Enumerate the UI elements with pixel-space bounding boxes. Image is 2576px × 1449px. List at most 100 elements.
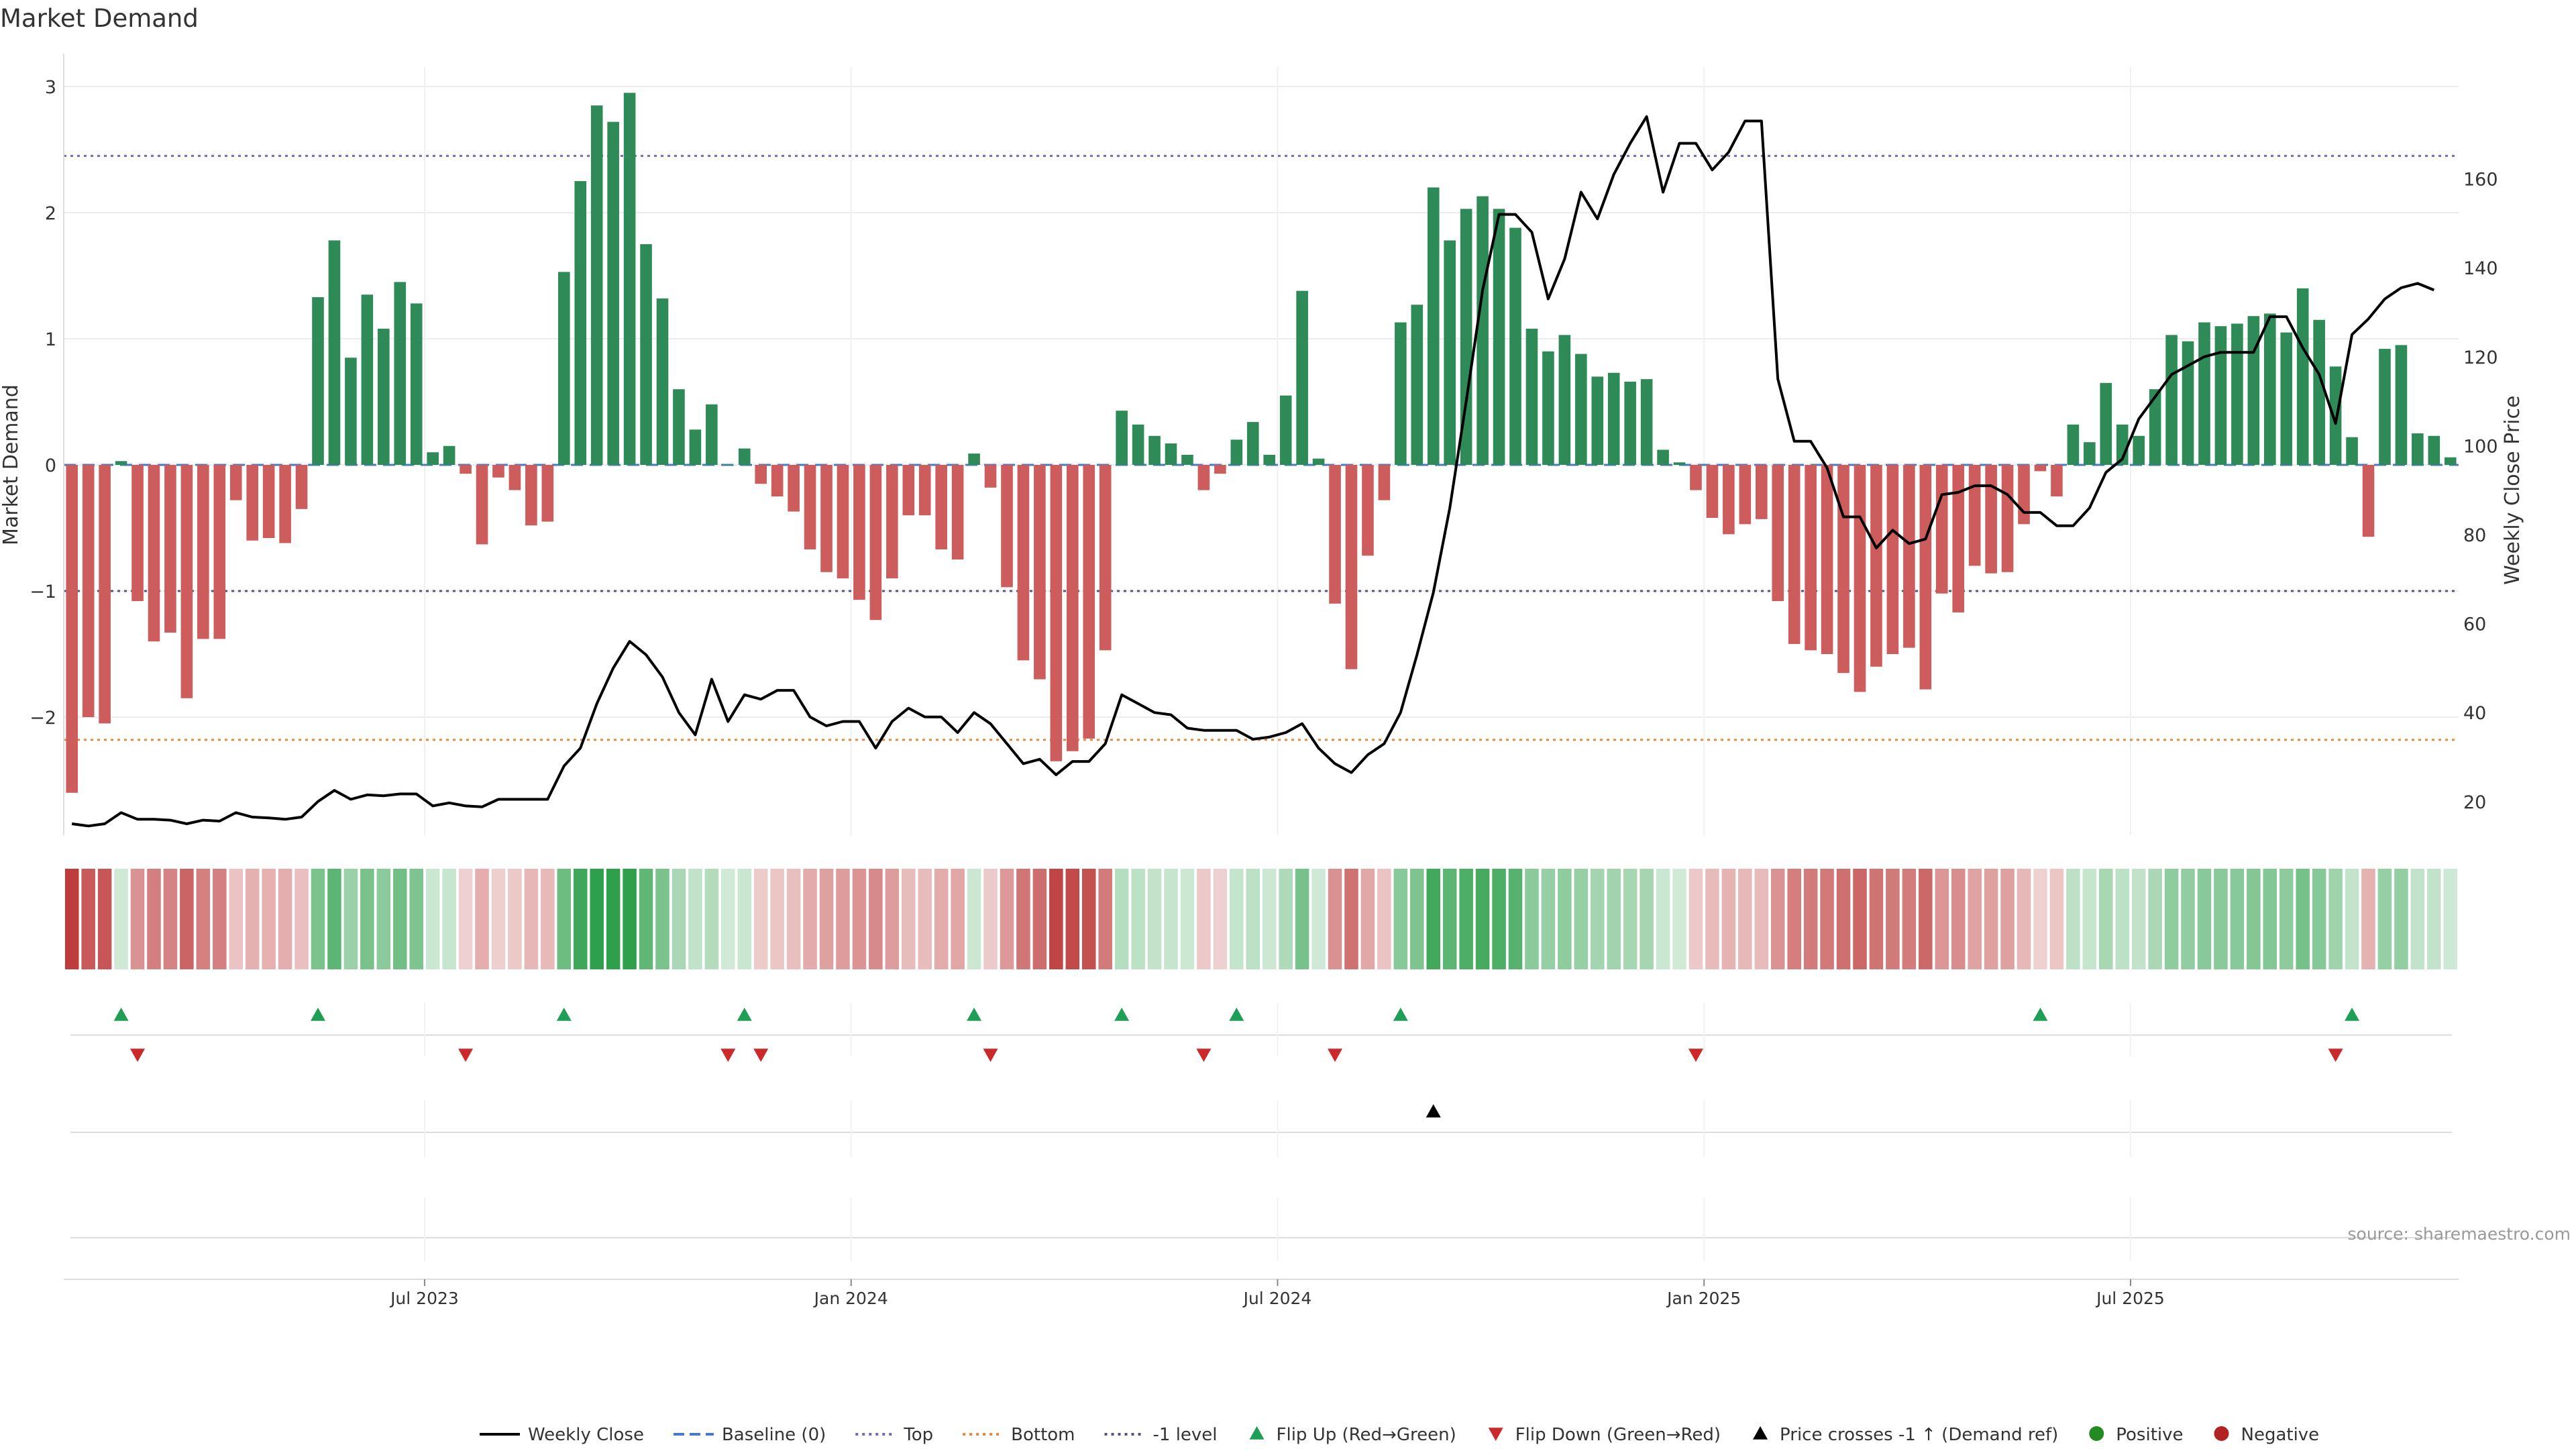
right-tick-label: 80 <box>2463 525 2486 546</box>
demand-bar <box>2100 382 2112 465</box>
demand-bar <box>82 465 95 717</box>
heat-cell <box>1311 869 1326 969</box>
demand-bar <box>2263 313 2276 465</box>
legend-item: Flip Down (Green→Red) <box>1488 1425 1721 1445</box>
legend-label: Top <box>903 1425 933 1445</box>
demand-bar <box>443 445 455 465</box>
flip-down-marker <box>753 1049 769 1062</box>
demand-bar <box>623 93 636 465</box>
demand-bar <box>2329 366 2342 465</box>
demand-bar <box>1525 328 1538 465</box>
heat-cell <box>1984 869 1998 969</box>
demand-bar <box>2444 457 2457 465</box>
heat-cell <box>2377 869 2392 969</box>
demand-bar <box>492 465 504 478</box>
demand-bar <box>640 244 652 465</box>
right-axis-title: Weekly Close Price <box>2501 396 2524 585</box>
gridlines <box>64 67 2459 835</box>
flip-down-marker <box>1688 1049 1703 1062</box>
demand-bar <box>918 465 931 516</box>
axes: −2 −1 0 1 2 3 20 40 60 80 100 120 140 160 Market Deman… <box>0 54 2524 835</box>
heat-cell <box>1836 869 1851 969</box>
demand-bar <box>1870 465 1882 667</box>
demand-bar <box>1772 465 1784 602</box>
demand-bar <box>1755 465 1768 519</box>
heat-cell <box>590 869 604 969</box>
legend-dot-icon <box>2214 1426 2229 1441</box>
demand-bar <box>229 465 242 500</box>
heat-cell <box>1410 869 1424 969</box>
demand-bar <box>2018 465 2030 525</box>
demand-bar <box>1805 465 1817 651</box>
demand-bar <box>115 461 127 465</box>
demand-bar <box>1821 465 1833 654</box>
legend-label: Baseline (0) <box>722 1425 826 1445</box>
right-tick-label: 20 <box>2463 792 2486 813</box>
heat-cell <box>1640 869 1654 969</box>
demand-bar <box>1148 435 1161 465</box>
demand-bar <box>722 465 735 466</box>
heat-cell <box>1065 869 1080 969</box>
heat-cell <box>64 869 79 969</box>
demand-bar <box>1230 439 1243 465</box>
heat-cell <box>1902 869 1917 969</box>
x-axis: Jul 2023 Jan 2024 Jul 2024 Jan 2025 Jul 2025 <box>64 1279 2459 1308</box>
demand-bar <box>574 181 587 465</box>
heat-cell <box>147 869 161 969</box>
demand-bar <box>1362 465 1374 556</box>
demand-heat-strip <box>64 869 2458 969</box>
heat-cell <box>2312 869 2326 969</box>
flip-up-marker <box>1114 1008 1130 1021</box>
demand-bar <box>788 465 800 512</box>
demand-bar <box>951 465 964 559</box>
heat-cell <box>376 869 391 969</box>
demand-bar <box>2395 345 2408 465</box>
legend: Weekly Close Baseline (0) Top Bottom -1 leve… <box>480 1425 2319 1445</box>
demand-bar <box>1279 395 1292 465</box>
flip-up-marker <box>556 1008 572 1021</box>
demand-bar <box>508 465 521 490</box>
demand-bar <box>869 465 882 621</box>
heat-cell <box>885 869 900 969</box>
demand-bar <box>2198 322 2210 465</box>
demand-bar <box>99 465 111 724</box>
demand-bar <box>1296 290 1308 465</box>
demand-bar <box>1493 209 1505 465</box>
heat-cell <box>1344 869 1358 969</box>
demand-bar <box>1968 465 1981 566</box>
heat-cell <box>1919 869 1933 969</box>
flip-up-marker <box>113 1008 129 1021</box>
legend-up-triangle-icon <box>1753 1426 1768 1440</box>
demand-bar <box>1116 411 1128 465</box>
flip-down-marker <box>1196 1049 1212 1062</box>
heat-cell <box>1525 869 1539 969</box>
price-cross-marker <box>1426 1104 1441 1118</box>
heat-cell <box>836 869 850 969</box>
demand-bar <box>1542 351 1554 465</box>
heat-cell <box>311 869 325 969</box>
heat-cell <box>2328 869 2343 969</box>
source-note: source: sharemaestro.com <box>2348 1224 2571 1244</box>
reference-lines <box>64 154 2459 741</box>
heat-cell <box>1197 869 1211 969</box>
demand-bar <box>2346 437 2358 465</box>
flip-up-marker <box>1393 1008 1408 1021</box>
demand-bar <box>1066 465 1079 751</box>
heat-cell <box>2033 869 2047 969</box>
demand-bar <box>1444 240 1456 465</box>
legend-dot-icon <box>2089 1426 2104 1441</box>
demand-bar <box>2067 424 2080 465</box>
demand-bar <box>820 465 833 572</box>
legend-item: Flip Up (Red→Green) <box>1249 1425 1456 1445</box>
heat-cell <box>1442 869 1457 969</box>
heat-cell <box>573 869 588 969</box>
demand-bar <box>1132 424 1144 465</box>
heat-cell <box>2066 869 2080 969</box>
heat-cell <box>541 869 555 969</box>
demand-bar <box>1017 465 1030 661</box>
demand-bar <box>706 404 718 465</box>
heat-cell <box>1770 869 1785 969</box>
demand-bar <box>1099 465 1112 651</box>
heat-cell <box>130 869 145 969</box>
demand-bar <box>2412 433 2424 465</box>
